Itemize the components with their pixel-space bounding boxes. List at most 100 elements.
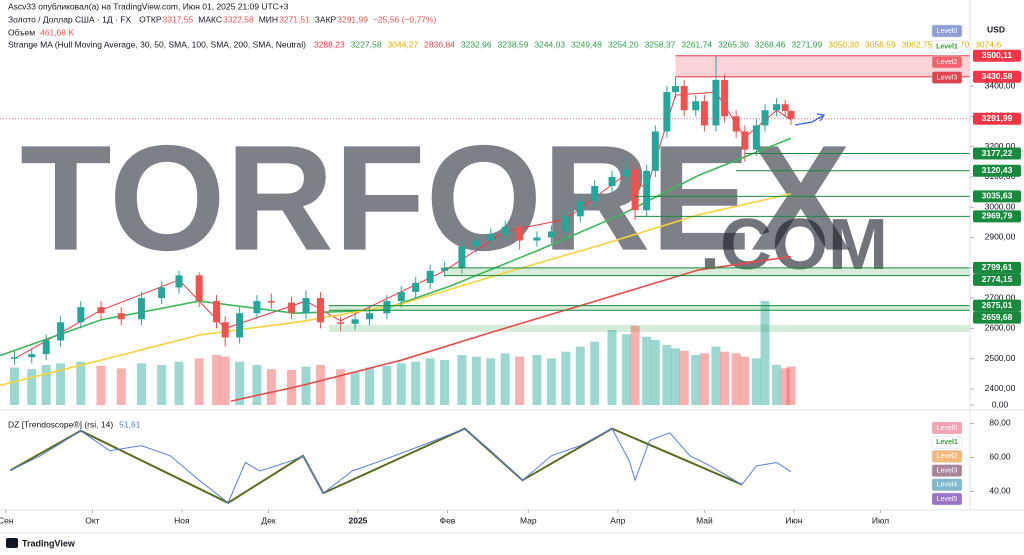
candle-body <box>383 301 391 314</box>
y-tick-label: 3200,00 <box>985 141 1016 151</box>
footer-logo: TradingView <box>6 538 76 548</box>
legend-box <box>931 40 963 53</box>
volume-bar <box>174 361 184 405</box>
legend-box-label: Level0 <box>937 425 958 432</box>
indicator-value: 3056,59 <box>865 39 896 49</box>
volume-bar <box>711 346 721 405</box>
price-tag-label: 2774,15 <box>982 274 1013 284</box>
price-tag <box>973 210 1021 223</box>
candle-body <box>366 313 374 320</box>
candle-body <box>533 237 541 241</box>
price-tag <box>973 112 1021 125</box>
volume-value: 461,68 K <box>40 27 74 37</box>
legend-box-label: Level5 <box>937 496 958 503</box>
price-tag-label: 3177,22 <box>982 148 1013 158</box>
volume-bar <box>440 360 450 405</box>
volume-bar <box>301 366 311 405</box>
moving-average <box>0 137 792 357</box>
candle-body <box>213 301 221 323</box>
price-tag-label: 2969,79 <box>982 211 1013 221</box>
candle-body <box>741 131 749 150</box>
ohlc-change: −25,56 (−0,77%) <box>373 14 436 24</box>
price-tag-label: 3500,11 <box>982 50 1013 60</box>
volume-bar <box>382 365 392 405</box>
candle-body <box>752 125 760 150</box>
x-tick-label: Сен <box>0 515 14 525</box>
indicator-value: 3288,23 <box>314 39 345 49</box>
volume-tick-label: 0,00 <box>992 399 1009 409</box>
legend-box-label: Level1 <box>936 43 958 50</box>
price-tag <box>973 164 1021 177</box>
zone <box>329 305 970 311</box>
legend-box <box>931 492 963 506</box>
volume-bar <box>561 351 571 405</box>
indicator-value: 2836,84 <box>424 39 455 49</box>
y-tick-label: 2400,00 <box>985 383 1016 393</box>
ohlc-value: 3291,99 <box>337 14 368 24</box>
candle-body <box>773 104 781 111</box>
indicator-value: 3227,58 <box>351 39 382 49</box>
candle-body <box>576 201 584 217</box>
x-tick-label: Ноя <box>174 515 190 525</box>
legend-box <box>931 55 963 69</box>
volume-bar <box>194 358 204 405</box>
indicator-value: 3258,37 <box>645 39 676 49</box>
candle-body <box>253 301 261 314</box>
price-tag-label: 3035,63 <box>982 191 1013 201</box>
axes: 2400,002500,002600,002700,002800,002900,… <box>0 49 1021 525</box>
rsi-tick-label: 60,00 <box>989 452 1011 462</box>
candle-body <box>137 298 145 320</box>
levels <box>0 55 970 311</box>
volume-bar <box>575 346 585 405</box>
price-tag <box>973 261 1021 274</box>
ohlc-label: МАКС <box>198 14 222 24</box>
x-tick-label: Фев <box>440 515 456 525</box>
rsi-title: DZ [Trendoscope®] (rsi, 14) <box>8 419 113 429</box>
volume-bar <box>500 353 510 405</box>
volume-bar <box>662 345 672 405</box>
price-tag <box>973 190 1021 203</box>
candle-body <box>195 275 203 302</box>
candle-body <box>680 86 688 111</box>
candle-body <box>57 322 65 341</box>
rsi-tick-label: 40,00 <box>989 486 1011 496</box>
candle-body <box>663 92 671 132</box>
volume-bar <box>235 361 245 405</box>
legend-box-label: Level0 <box>937 28 958 35</box>
candle-body <box>267 301 275 303</box>
volume-bar <box>590 341 600 405</box>
candle-body <box>761 110 769 126</box>
ohlc-value: 3317,55 <box>163 14 194 24</box>
rsi-pane <box>9 427 792 504</box>
projection-arrow <box>794 114 825 126</box>
level-legends: Level0 Level1 Level2 Level3 Level0 Level1 Leve… <box>931 24 963 506</box>
volume-bar <box>350 371 360 405</box>
volume-bar <box>699 353 709 405</box>
y-tick-label: 2500,00 <box>985 353 1016 363</box>
volume-bar <box>740 356 750 405</box>
volume-bar <box>96 365 106 405</box>
watermark-text: .COM <box>700 205 888 285</box>
x-tick-label: Июн <box>785 515 802 525</box>
volume <box>9 300 796 405</box>
candle-body <box>516 226 524 241</box>
price-tag-label: 3120,43 <box>982 165 1013 175</box>
candle-body <box>441 267 449 271</box>
candle-body <box>487 234 495 241</box>
volume-bar <box>220 356 230 405</box>
volume-bar <box>252 365 262 405</box>
volume-bar <box>425 358 435 405</box>
volume-bar <box>136 363 146 405</box>
candle-body <box>721 79 729 117</box>
volume-bar <box>365 367 375 405</box>
volume-bar <box>471 356 481 405</box>
legend-box <box>931 421 963 435</box>
volume-bar <box>780 368 790 405</box>
price-tag-label: 3291,99 <box>982 113 1013 123</box>
indicator-value: 3268,46 <box>755 39 786 49</box>
volume-label: Объем <box>8 27 35 37</box>
candle-body <box>672 86 680 93</box>
legend-box-label: Level1 <box>936 439 958 446</box>
legend-box <box>931 24 963 38</box>
